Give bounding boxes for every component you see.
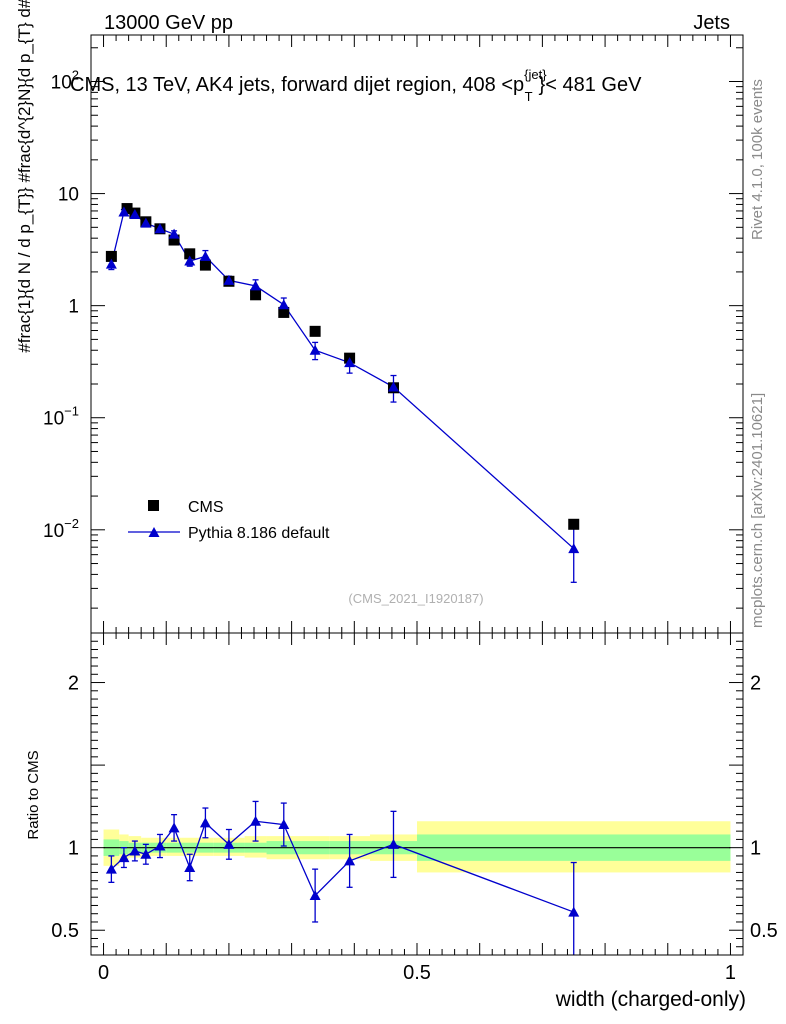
ratio-point <box>129 845 141 856</box>
legend-cms-marker <box>148 500 159 511</box>
y-tick-base: 10 <box>43 521 64 542</box>
plot-title-sub: T <box>525 89 533 104</box>
ratio-axis-ticks: 0 0.5 1 2 2 1 1 0.5 0.5 <box>51 632 778 984</box>
main-data-layer <box>105 203 580 583</box>
y-tick-label-main-0: 102 <box>51 68 79 94</box>
pythia-point <box>568 543 580 554</box>
y-tick-base: 10 <box>43 409 64 430</box>
ratio-point <box>154 840 166 851</box>
y-tick-label-main-4: 10−2 <box>43 516 79 542</box>
ratio-point <box>168 822 180 833</box>
ratio-point <box>568 906 580 917</box>
x-tick-label-0: 0 <box>98 962 109 984</box>
ratio-point <box>278 819 290 830</box>
ratio-point <box>105 863 117 874</box>
x-tick-label-1: 0.5 <box>403 962 431 984</box>
legend-cms-label: CMS <box>188 499 224 516</box>
ratio-point <box>250 815 262 826</box>
plot-title: CMS, 13 TeV, AK4 jets, forward dijet reg… <box>70 67 642 104</box>
legend: CMS Pythia 8.186 default <box>128 499 330 542</box>
legend-pythia-marker <box>148 527 160 537</box>
cms-point <box>121 203 133 215</box>
ratio-point <box>309 890 321 901</box>
y-tick-label-main-3: 10−1 <box>43 404 79 430</box>
main-plot-frame <box>90 34 744 634</box>
ratio-point <box>118 852 130 863</box>
pythia-point <box>387 381 399 392</box>
y-tick-label-ratio-left-1: 1 <box>68 838 79 860</box>
pythia-point <box>184 255 196 266</box>
y-tick-label-ratio-right-2: 0.5 <box>750 920 778 942</box>
ratio-data-layer <box>105 800 580 955</box>
cms-point <box>278 306 290 318</box>
pythia-line <box>110 211 575 550</box>
ratio-plot-frame <box>90 632 744 956</box>
ratio-point <box>199 817 211 828</box>
y-tick-exponent: 2 <box>72 68 79 83</box>
y-tick-exponent: −2 <box>64 516 79 531</box>
pythia-point <box>168 228 180 239</box>
ratio-point <box>140 848 152 859</box>
y-tick-label-ratio-left-2: 0.5 <box>51 920 79 942</box>
side-text-mcplots: mcplots.cern.ch [arXiv:2401.10621] <box>749 393 766 628</box>
cms-point <box>184 248 196 260</box>
y-tick-label-ratio-right-0: 2 <box>750 673 761 695</box>
side-text-rivet: Rivet 4.1.0, 100k events <box>749 79 766 240</box>
cms-point <box>250 289 262 301</box>
pythia-point <box>118 206 130 217</box>
pythia-point <box>105 258 117 269</box>
x-axis-label: width (charged-only) <box>555 988 746 1011</box>
pythia-point <box>278 299 290 310</box>
pythia-point <box>250 280 262 291</box>
plot-title-tail: }< 481 GeV <box>539 74 643 96</box>
pythia-point <box>223 274 235 285</box>
y-tick-label-ratio-right-1: 1 <box>750 838 761 860</box>
cms-point <box>568 518 580 530</box>
legend-pythia-label: Pythia 8.186 default <box>188 525 330 542</box>
y-tick-exponent: −1 <box>64 404 79 419</box>
ratio-point <box>387 838 399 849</box>
y-tick-label-main-1: 10 <box>58 185 79 206</box>
ratio-point <box>344 855 356 866</box>
y-tick-label-main-2: 1 <box>68 297 79 318</box>
cms-point <box>105 250 117 262</box>
pythia-point <box>129 209 141 220</box>
cms-point <box>168 234 180 246</box>
cms-point <box>309 325 321 337</box>
pythia-point <box>199 250 211 261</box>
pythia-point <box>140 217 152 228</box>
pythia-point <box>309 344 321 355</box>
pythia-point <box>154 223 166 234</box>
cms-point <box>199 259 211 271</box>
ratio-point <box>184 861 196 872</box>
header-right: Jets <box>693 12 730 34</box>
analysis-watermark: (CMS_2021_I1920187) <box>348 591 483 606</box>
y-tick-base: 10 <box>51 73 72 94</box>
ratio-point <box>223 838 235 849</box>
y-axis-label-main: #frac{1}{d N / d p_{T}} #frac{d^{2}N}{d … <box>15 0 34 353</box>
x-tick-label-2: 1 <box>725 962 736 984</box>
pythia-point <box>344 357 356 368</box>
header-left: 13000 GeV pp <box>104 12 233 34</box>
y-tick-label-ratio-left-0: 2 <box>68 673 79 695</box>
y-axis-label-ratio: Ratio to CMS <box>25 750 42 839</box>
plot-title-text: CMS, 13 TeV, AK4 jets, forward dijet reg… <box>70 74 524 96</box>
plot-title-sup: {jet} <box>524 67 547 82</box>
